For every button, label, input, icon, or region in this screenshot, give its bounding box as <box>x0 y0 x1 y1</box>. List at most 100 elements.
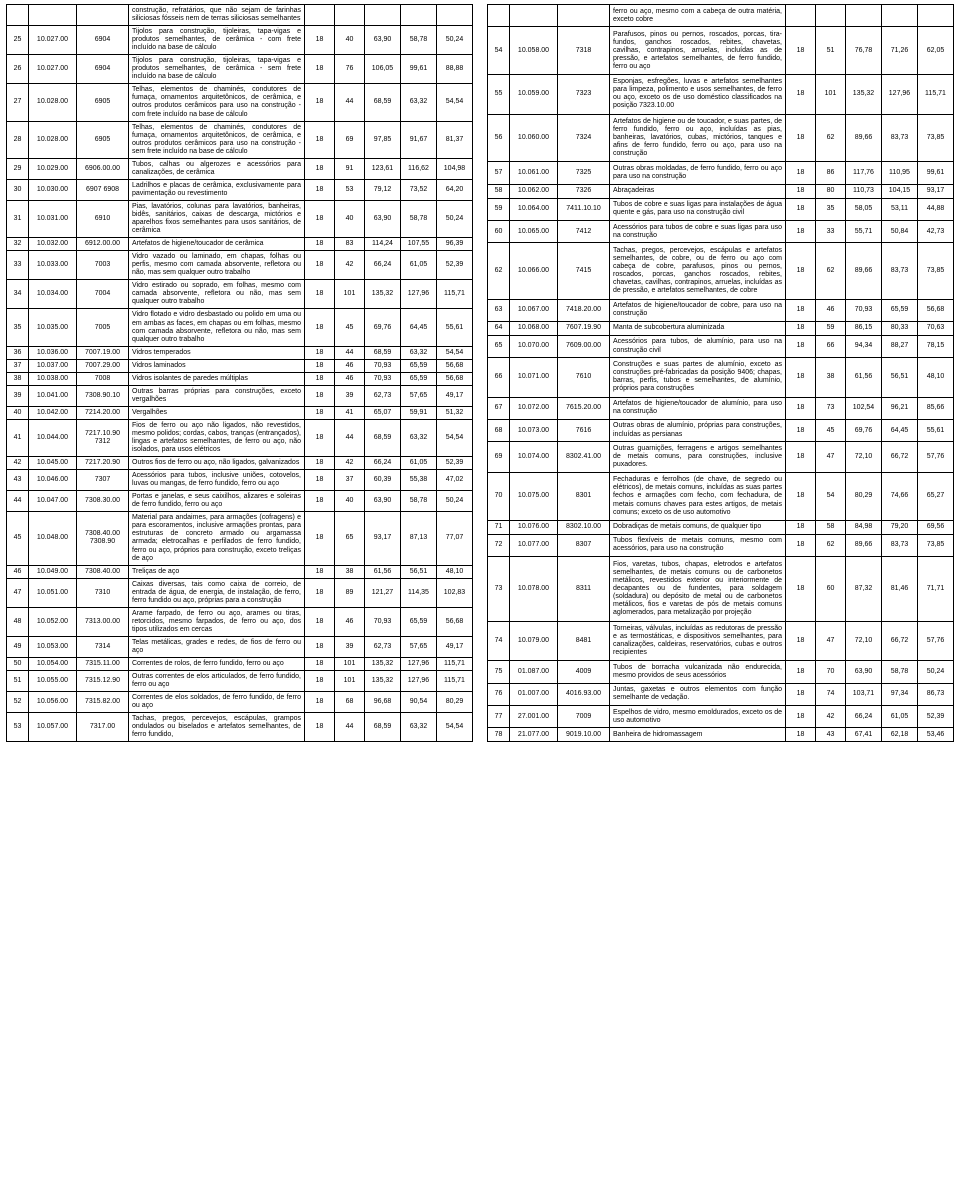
ncm-code: 7315.82.00 <box>77 692 129 713</box>
row-number: 74 <box>488 622 510 661</box>
value-1: 18 <box>786 243 816 299</box>
description: Outras barras próprias para construções,… <box>129 385 305 406</box>
value-2: 101 <box>335 280 365 309</box>
value-1: 18 <box>305 280 335 309</box>
table-row: 4810.052.007313.00.00Arame farpado, de f… <box>7 607 473 636</box>
value-5: 55,61 <box>437 309 473 346</box>
item-code: 10.059.00 <box>510 75 558 114</box>
value-2: 47 <box>816 442 846 473</box>
value-3: 76,78 <box>846 27 882 75</box>
value-2: 44 <box>335 713 365 742</box>
item-code: 10.044.00 <box>29 419 77 456</box>
value-5: 115,71 <box>918 75 954 114</box>
value-2: 74 <box>816 683 846 705</box>
item-code: 10.037.00 <box>29 359 77 372</box>
value-4: 58,78 <box>401 200 437 237</box>
table-row: 4310.046.007307Acessórios para tubos, in… <box>7 470 473 491</box>
value-1: 18 <box>305 658 335 671</box>
value-3: 103,71 <box>846 683 882 705</box>
value-4: 127,96 <box>882 75 918 114</box>
row-number: 68 <box>488 419 510 441</box>
table-row: 5010.054.007315.11.00Correntes de rolos,… <box>7 658 473 671</box>
value-3: 135,32 <box>365 671 401 692</box>
item-code <box>510 5 558 27</box>
description: Caixas diversas, tais como caixa de corr… <box>129 578 305 607</box>
ncm-code: 7308.40.00 7308.90 <box>77 512 129 565</box>
item-code: 10.036.00 <box>29 346 77 359</box>
value-4: 63,32 <box>401 713 437 742</box>
value-2: 46 <box>335 607 365 636</box>
value-1: 18 <box>305 457 335 470</box>
value-3: 96,68 <box>365 692 401 713</box>
description: Correntes de elos soldados, de ferro fun… <box>129 692 305 713</box>
value-4: 61,05 <box>401 457 437 470</box>
table-row: 3310.033.007003Vidro vazado ou laminado,… <box>7 251 473 280</box>
table-row: 2510.027.006904Tijolos para construção, … <box>7 26 473 55</box>
value-1 <box>786 5 816 27</box>
ncm-code: 7003 <box>77 251 129 280</box>
value-4: 87,13 <box>401 512 437 565</box>
description: Telhas, elementos de chaminés, condutore… <box>129 121 305 158</box>
table-row: 3910.041.007308.90.10Outras barras própr… <box>7 385 473 406</box>
item-code: 10.072.00 <box>510 397 558 419</box>
value-3: 62,73 <box>365 385 401 406</box>
description: Outras obras de alumínio, próprias para … <box>610 419 786 441</box>
ncm-code: 7214.20.00 <box>77 406 129 419</box>
table-row: 7727.001.007009Espelhos de vidro, mesmo … <box>488 706 954 728</box>
ncm-code: 7317.00 <box>77 713 129 742</box>
value-5: 115,71 <box>437 671 473 692</box>
table-row: 5910.064.007411.10.10Tubos de cobre e su… <box>488 198 954 220</box>
item-code: 10.056.00 <box>29 692 77 713</box>
value-1: 18 <box>786 520 816 534</box>
value-4: 65,59 <box>401 359 437 372</box>
row-number: 45 <box>7 512 29 565</box>
description: Outras correntes de elos articulados, de… <box>129 671 305 692</box>
item-code: 10.066.00 <box>510 243 558 299</box>
value-3: 135,32 <box>365 280 401 309</box>
value-1: 18 <box>786 198 816 220</box>
value-5: 50,24 <box>437 200 473 237</box>
row-number: 78 <box>488 728 510 742</box>
description: Tubos de borracha vulcanizada não endure… <box>610 661 786 683</box>
value-3: 68,59 <box>365 419 401 456</box>
value-2: 37 <box>335 470 365 491</box>
ncm-code: 7325 <box>558 162 610 184</box>
item-code: 10.049.00 <box>29 565 77 578</box>
value-1: 18 <box>305 578 335 607</box>
description: ferro ou aço, mesmo com a cabeça de outr… <box>610 5 786 27</box>
row-number: 36 <box>7 346 29 359</box>
value-3: 68,59 <box>365 84 401 121</box>
value-1: 18 <box>786 442 816 473</box>
row-number: 63 <box>488 299 510 321</box>
value-3: 68,59 <box>365 346 401 359</box>
description: Vidros temperados <box>129 346 305 359</box>
row-number: 43 <box>7 470 29 491</box>
value-2: 58 <box>816 520 846 534</box>
item-code: 10.071.00 <box>510 358 558 397</box>
value-5: 44,88 <box>918 198 954 220</box>
item-code: 10.074.00 <box>510 442 558 473</box>
value-2: 65 <box>335 512 365 565</box>
value-5: 80,29 <box>437 692 473 713</box>
table-row: 6310.067.007418.20.00Artefatos de higien… <box>488 299 954 321</box>
value-5: 88,88 <box>437 55 473 84</box>
value-3: 80,29 <box>846 473 882 521</box>
row-number: 57 <box>488 162 510 184</box>
value-3: 89,66 <box>846 534 882 556</box>
value-2: 101 <box>816 75 846 114</box>
table-row: 5310.057.007317.00Tachas, pregos, percev… <box>7 713 473 742</box>
value-5 <box>918 5 954 27</box>
value-2: 47 <box>816 622 846 661</box>
ncm-code: 7313.00.00 <box>77 607 129 636</box>
value-5: 50,24 <box>918 661 954 683</box>
value-4: 127,96 <box>401 658 437 671</box>
item-code: 01.087.00 <box>510 661 558 683</box>
table-row: 7210.077.008307Tubos flexíveis de metais… <box>488 534 954 556</box>
value-2: 69 <box>335 121 365 158</box>
value-1: 18 <box>786 557 816 622</box>
value-4: 63,32 <box>401 346 437 359</box>
value-3: 65,07 <box>365 406 401 419</box>
value-5: 54,54 <box>437 713 473 742</box>
table-row: 5710.061.007325Outras obras moldadas, de… <box>488 162 954 184</box>
item-code: 10.048.00 <box>29 512 77 565</box>
